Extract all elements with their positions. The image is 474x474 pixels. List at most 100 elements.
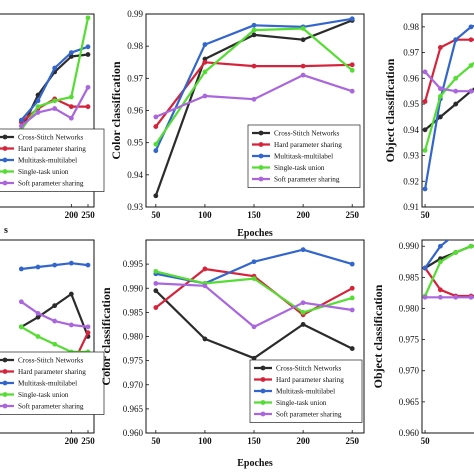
plot-frame — [421, 13, 474, 208]
x-tick-label: 50 — [421, 436, 431, 446]
legend-marker — [2, 146, 8, 151]
legend-label: Single-task union — [276, 399, 327, 407]
x-tick-label: 150 — [247, 436, 261, 446]
data-point — [349, 88, 355, 94]
data-point — [349, 346, 355, 351]
series-line — [20, 292, 90, 337]
data-point — [35, 314, 41, 320]
chart-top-middle: 0.93 0.94 0.95 0.96 0.97 0.98 0.99 50 100 150 200 2… — [109, 9, 365, 239]
data-point — [251, 27, 257, 33]
data-point — [349, 67, 355, 73]
data-point — [437, 45, 443, 50]
y-tick-label: 0.970 — [123, 380, 144, 390]
data-point — [35, 104, 41, 110]
data-point — [85, 330, 91, 336]
data-point — [153, 305, 159, 310]
y-tick-label: 0.91 — [403, 202, 419, 212]
data-point — [251, 259, 257, 265]
data-point — [422, 99, 428, 104]
data-point — [453, 231, 458, 236]
legend: Cross-Stitch Networks Hard parameter shar… — [0, 351, 105, 415]
y-tick-label: 0.97 — [127, 73, 143, 83]
data-point — [35, 310, 41, 316]
x-tick-label: 250 — [81, 210, 95, 220]
x-tick-label: 50 — [421, 210, 431, 220]
legend-label: Hard parameter sharing — [274, 141, 342, 149]
y-axis-label: Color classification — [99, 287, 113, 385]
data-point — [453, 37, 459, 43]
data-point — [437, 86, 443, 92]
chart-bottom-left: 200 250 Cross-Stitch Networks Hard paramete… — [0, 239, 105, 446]
data-point — [68, 104, 74, 110]
x-tick-label: 250 — [81, 436, 95, 446]
data-point — [437, 294, 443, 300]
data-point — [251, 32, 257, 38]
y-tick-label: 0.98 — [403, 22, 419, 32]
data-point — [349, 62, 355, 68]
series-line — [424, 240, 450, 269]
data-point — [437, 287, 443, 293]
data-point — [153, 141, 159, 147]
data-point — [52, 106, 58, 111]
data-point — [153, 148, 159, 154]
series-line — [20, 325, 88, 353]
legend-marker — [258, 165, 264, 170]
data-point — [453, 294, 459, 300]
legend: Cross-Stitch Networks Hard parameter shar… — [247, 124, 361, 188]
data-point — [251, 22, 257, 28]
data-point — [68, 322, 74, 328]
legend-label: Multitask-multilabel — [274, 153, 333, 161]
x-tick-label: 200 — [296, 436, 310, 446]
x-tick-label: 250 — [345, 436, 359, 446]
data-point — [469, 225, 474, 230]
data-point — [18, 266, 24, 272]
data-point — [453, 75, 459, 81]
series-line — [424, 24, 474, 190]
data-point — [300, 72, 306, 78]
legend-label: Hard parameter sharing — [276, 376, 344, 384]
y-tick-label: 0.93 — [403, 151, 419, 161]
data-point — [453, 88, 459, 94]
data-point — [251, 355, 257, 361]
data-point — [68, 291, 74, 297]
series-group — [18, 260, 91, 378]
data-point — [153, 193, 159, 199]
y-tick-label: 0.99 — [127, 9, 143, 19]
data-point — [300, 309, 306, 315]
legend-marker — [260, 377, 266, 382]
data-point — [18, 123, 24, 129]
data-point — [349, 307, 355, 313]
legend-label: Cross-Stitch Networks — [276, 365, 341, 373]
legend-marker — [2, 157, 8, 163]
series-group — [422, 24, 474, 192]
data-point — [153, 124, 159, 129]
y-tick-label: 0.965 — [123, 404, 144, 414]
data-point — [349, 295, 355, 301]
legend-label: Cross-Stitch Networks — [18, 134, 83, 142]
data-point — [349, 16, 355, 22]
x-axis-label-partial: s — [4, 225, 8, 236]
data-point — [18, 324, 24, 330]
data-point — [35, 334, 41, 339]
x-tick-label: 150 — [247, 210, 261, 220]
data-point — [85, 44, 91, 50]
legend-marker — [258, 142, 264, 147]
data-point — [468, 88, 474, 94]
data-point — [422, 265, 428, 271]
data-point — [437, 93, 443, 99]
legend-marker — [2, 169, 8, 174]
legend: Cross-Stitch Networks Hard parameter shar… — [0, 128, 105, 192]
y-tick-label: 0.95 — [403, 99, 419, 109]
y-tick-label: 0.995 — [123, 259, 144, 269]
legend-marker — [2, 134, 8, 140]
legend-label: Cross-Stitch Networks — [18, 357, 83, 365]
data-point — [52, 65, 58, 71]
y-tick-label: 0.975 — [123, 356, 144, 366]
data-point — [153, 268, 159, 274]
data-point — [300, 300, 306, 306]
y-tick-label: 0.96 — [127, 106, 143, 116]
data-point — [153, 114, 159, 120]
series-group — [153, 247, 355, 361]
data-point — [18, 117, 24, 123]
y-tick-label: 0.97 — [403, 48, 419, 58]
